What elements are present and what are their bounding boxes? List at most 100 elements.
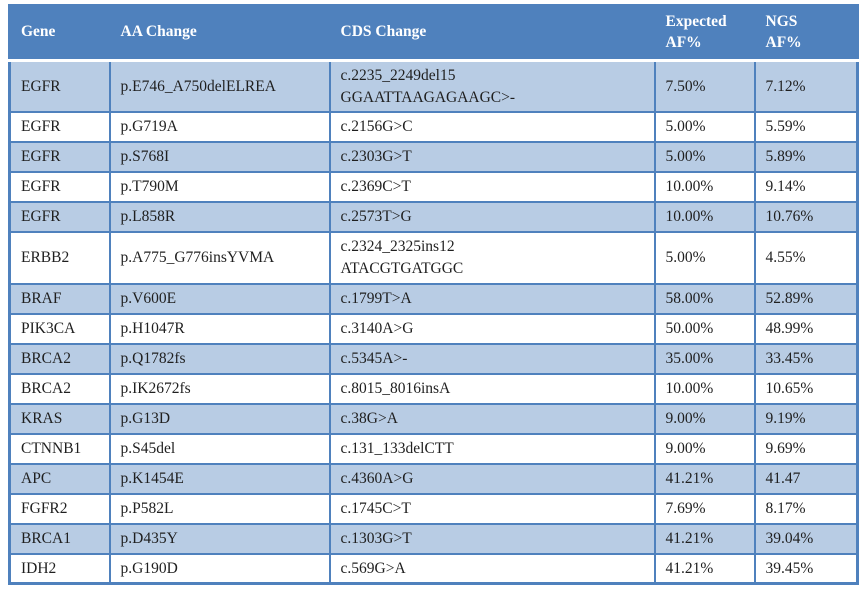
cell-expected-af: 5.00% <box>653 111 756 144</box>
cell-cds-change: c.5345A>- <box>328 342 656 375</box>
cell-cds-change: c.2573T>G <box>328 201 656 234</box>
cell-cds-change: c.2369C>T <box>328 171 656 204</box>
col-header-gene: Gene <box>8 4 111 62</box>
cell-expected-af: 41.21% <box>653 552 756 585</box>
cell-cds-change: c.8015_8016insA <box>328 372 656 405</box>
table-row: BRCA1 p.D435Y c.1303G>T 41.21% 39.04% <box>8 522 859 555</box>
cell-cds-change: c.1745C>T <box>328 492 656 525</box>
cell-cds-change: c.2303G>T <box>328 141 656 174</box>
cell-cds-change: c.2156G>C <box>328 111 656 144</box>
table-row: ERBB2 p.A775_G776insYVMA c.2324_2325ins1… <box>8 231 859 285</box>
cell-ngs-af: 41.47 <box>753 462 859 495</box>
col-header-ngs-af: NGS AF% <box>753 4 859 62</box>
table-row: EGFR p.S768I c.2303G>T 5.00% 5.89% <box>8 141 859 174</box>
cell-gene: BRCA1 <box>8 522 111 555</box>
cell-ngs-af: 9.19% <box>753 402 859 435</box>
cell-gene: IDH2 <box>8 552 111 585</box>
table-row: APC p.K1454E c.4360A>G 41.21% 41.47 <box>8 462 859 495</box>
cell-aa-change: p.S45del <box>108 432 331 465</box>
cell-cds-change: c.3140A>G <box>328 312 656 345</box>
cell-expected-af: 9.00% <box>653 432 756 465</box>
cell-ngs-af: 39.45% <box>753 552 859 585</box>
cell-gene: BRAF <box>8 282 111 315</box>
variant-table: Gene AA Change CDS Change Expected AF% N… <box>8 4 859 586</box>
cell-gene: EGFR <box>8 171 111 204</box>
cell-aa-change: p.S768I <box>108 141 331 174</box>
cell-expected-af: 10.00% <box>653 171 756 204</box>
cell-aa-change: p.K1454E <box>108 462 331 495</box>
header-row: Gene AA Change CDS Change Expected AF% N… <box>8 4 859 62</box>
cell-ngs-af: 9.69% <box>753 432 859 465</box>
col-header-expected-af: Expected AF% <box>653 4 756 62</box>
table-row: EGFR p.L858R c.2573T>G 10.00% 10.76% <box>8 201 859 234</box>
cell-ngs-af: 8.17% <box>753 492 859 525</box>
table-row: EGFR p.E746_A750delELREA c.2235_2249del1… <box>8 59 859 114</box>
table-row: IDH2 p.G190D c.569G>A 41.21% 39.45% <box>8 552 859 585</box>
cell-cds-change: c.569G>A <box>328 552 656 585</box>
cell-expected-af: 50.00% <box>653 312 756 345</box>
cell-ngs-af: 10.65% <box>753 372 859 405</box>
cell-ngs-af: 33.45% <box>753 342 859 375</box>
cell-gene: PIK3CA <box>8 312 111 345</box>
cell-aa-change: p.L858R <box>108 201 331 234</box>
cell-aa-change: p.D435Y <box>108 522 331 555</box>
cell-gene: CTNNB1 <box>8 432 111 465</box>
cell-cds-change: c.4360A>G <box>328 462 656 495</box>
table-row: CTNNB1 p.S45del c.131_133delCTT 9.00% 9.… <box>8 432 859 465</box>
cell-aa-change: p.E746_A750delELREA <box>108 59 331 114</box>
table-row: BRCA2 p.IK2672fs c.8015_8016insA 10.00% … <box>8 372 859 405</box>
table-row: BRCA2 p.Q1782fs c.5345A>- 35.00% 33.45% <box>8 342 859 375</box>
cell-expected-af: 9.00% <box>653 402 756 435</box>
cell-expected-af: 35.00% <box>653 342 756 375</box>
cell-ngs-af: 10.76% <box>753 201 859 234</box>
cell-expected-af: 10.00% <box>653 201 756 234</box>
cell-aa-change: p.V600E <box>108 282 331 315</box>
cell-gene: BRCA2 <box>8 342 111 375</box>
cell-aa-change: p.G719A <box>108 111 331 144</box>
cell-gene: APC <box>8 462 111 495</box>
cell-aa-change: p.IK2672fs <box>108 372 331 405</box>
cell-aa-change: p.Q1782fs <box>108 342 331 375</box>
cell-gene: ERBB2 <box>8 231 111 285</box>
table-row: FGFR2 p.P582L c.1745C>T 7.69% 8.17% <box>8 492 859 525</box>
cell-expected-af: 41.21% <box>653 522 756 555</box>
cell-cds-change: c.2324_2325ins12 ATACGTGATGGC <box>328 231 656 285</box>
cell-expected-af: 10.00% <box>653 372 756 405</box>
cell-aa-change: p.H1047R <box>108 312 331 345</box>
cell-gene: BRCA2 <box>8 372 111 405</box>
table-row: PIK3CA p.H1047R c.3140A>G 50.00% 48.99% <box>8 312 859 345</box>
cell-ngs-af: 9.14% <box>753 171 859 204</box>
cell-expected-af: 7.50% <box>653 59 756 114</box>
cell-ngs-af: 4.55% <box>753 231 859 285</box>
col-header-cds-change: CDS Change <box>328 4 656 62</box>
cell-aa-change: p.T790M <box>108 171 331 204</box>
cell-gene: KRAS <box>8 402 111 435</box>
cell-gene: EGFR <box>8 59 111 114</box>
cell-cds-change: c.1303G>T <box>328 522 656 555</box>
cell-ngs-af: 7.12% <box>753 59 859 114</box>
table-row: EGFR p.G719A c.2156G>C 5.00% 5.59% <box>8 111 859 144</box>
cell-ngs-af: 52.89% <box>753 282 859 315</box>
cell-expected-af: 41.21% <box>653 462 756 495</box>
cell-aa-change: p.A775_G776insYVMA <box>108 231 331 285</box>
cell-expected-af: 58.00% <box>653 282 756 315</box>
table-row: BRAF p.V600E c.1799T>A 58.00% 52.89% <box>8 282 859 315</box>
cell-gene: EGFR <box>8 111 111 144</box>
cell-gene: EGFR <box>8 141 111 174</box>
cell-aa-change: p.P582L <box>108 492 331 525</box>
cell-cds-change: c.38G>A <box>328 402 656 435</box>
col-header-aa-change: AA Change <box>108 4 331 62</box>
cell-gene: FGFR2 <box>8 492 111 525</box>
cell-gene: EGFR <box>8 201 111 234</box>
cell-ngs-af: 39.04% <box>753 522 859 555</box>
cell-expected-af: 5.00% <box>653 141 756 174</box>
cell-aa-change: p.G13D <box>108 402 331 435</box>
cell-ngs-af: 5.89% <box>753 141 859 174</box>
cell-ngs-af: 48.99% <box>753 312 859 345</box>
cell-cds-change: c.2235_2249del15 GGAATTAAGAGAAGC>- <box>328 59 656 114</box>
cell-ngs-af: 5.59% <box>753 111 859 144</box>
table-row: EGFR p.T790M c.2369C>T 10.00% 9.14% <box>8 171 859 204</box>
cell-expected-af: 7.69% <box>653 492 756 525</box>
table-row: KRAS p.G13D c.38G>A 9.00% 9.19% <box>8 402 859 435</box>
